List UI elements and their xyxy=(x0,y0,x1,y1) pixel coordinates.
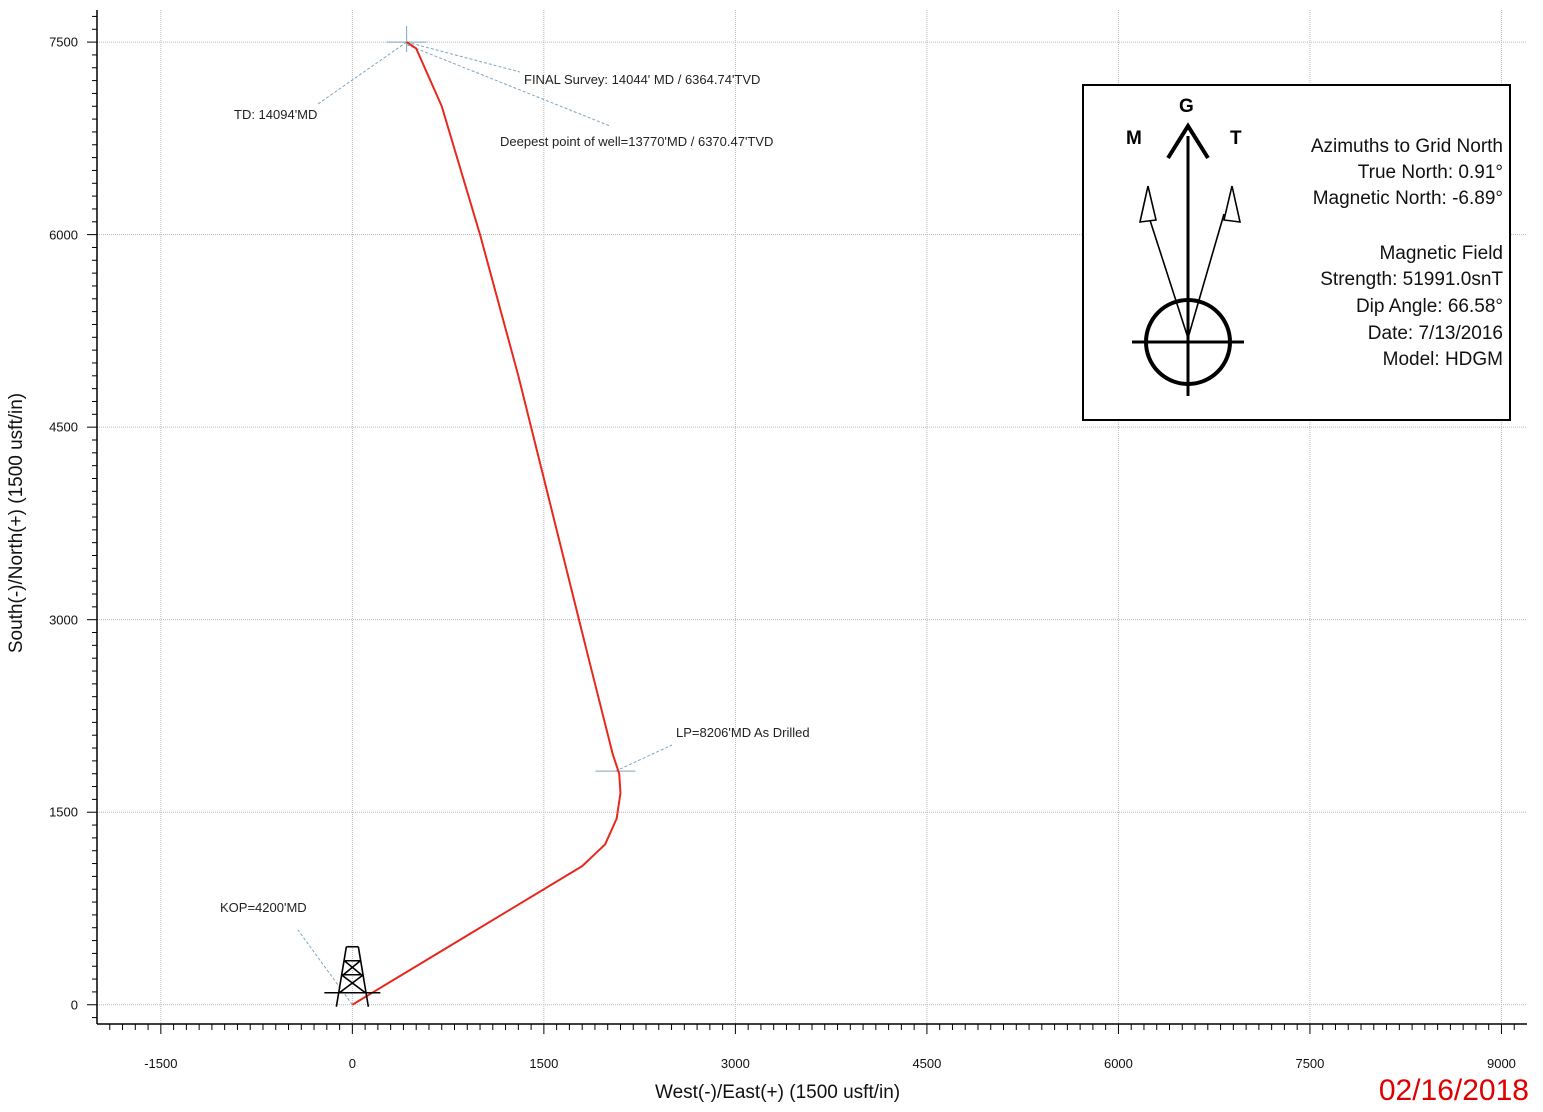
rig-icon-stroke xyxy=(340,974,366,994)
leader-td xyxy=(317,41,407,105)
y-tick-label: 1500 xyxy=(49,804,78,820)
leader-final-survey xyxy=(406,41,521,73)
legend-line-azimuths: Azimuths to Grid North xyxy=(1310,136,1503,157)
x-tick-label: 7500 xyxy=(1295,1056,1325,1071)
y-axis-label: South(-)/North(+) (1500 usft/in) xyxy=(6,392,27,654)
rig-icon-stroke xyxy=(342,960,361,976)
annotation-final-survey: FINAL Survey: 14044' MD / 6364.74'TVD xyxy=(524,72,761,87)
annotation-kop: KOP=4200'MD xyxy=(220,900,307,915)
y-tick-label: 6000 xyxy=(49,227,78,243)
legend-m-label: M xyxy=(1126,128,1142,149)
rig-icon-stroke xyxy=(357,946,370,1007)
x-axis-label: West(-)/East(+) (1500 usft/in) xyxy=(655,1082,901,1103)
annotation-deepest-point: Deepest point of well=13770'MD / 6370.47… xyxy=(500,134,774,149)
x-tick-label: 4500 xyxy=(912,1056,942,1071)
legend-t-label: T xyxy=(1230,128,1242,149)
axes xyxy=(87,10,1527,1034)
x-tick-label: 3000 xyxy=(720,1056,750,1071)
y-tick-label: 7500 xyxy=(49,34,78,50)
x-tick-label: -1500 xyxy=(144,1056,178,1071)
legend-g-label: G xyxy=(1179,96,1194,117)
annotation-lp: LP=8206'MD As Drilled xyxy=(676,725,810,740)
date-stamp: 02/16/2018 xyxy=(1378,1074,1529,1107)
legend-line-dip-angle: Dip Angle: 66.58° xyxy=(1355,296,1503,317)
x-tick-label: 0 xyxy=(348,1056,356,1071)
legend-line-date: Date: 7/13/2016 xyxy=(1367,323,1503,344)
leader-lp xyxy=(615,744,673,772)
legend-line-strength: Strength: 51991.0snT xyxy=(1320,269,1503,290)
x-tick-label: 6000 xyxy=(1103,1056,1133,1071)
north-arrow-icon xyxy=(1132,122,1244,396)
rig-icon-stroke xyxy=(338,974,364,994)
legend-line-magnetic-field: Magnetic Field xyxy=(1379,243,1503,264)
x-tick-label: 9000 xyxy=(1486,1056,1516,1071)
y-tick-label: 3000 xyxy=(49,612,78,628)
legend-line-model: Model: HDGM xyxy=(1382,349,1503,370)
rig-icon-stroke xyxy=(335,946,348,1007)
y-tick-label: 4500 xyxy=(49,419,78,435)
well-path-line xyxy=(351,41,622,1006)
x-tick-label: 1500 xyxy=(529,1056,559,1071)
rig-icon xyxy=(324,945,381,1007)
annotation-leaders xyxy=(297,26,673,1006)
legend-line-magnetic-north: Magnetic North: -6.89° xyxy=(1312,188,1503,209)
north-reference-legend: G M T Azimuths to Grid North True North:… xyxy=(1082,84,1511,421)
series-layer xyxy=(351,41,622,1006)
legend-line-true-north: True North: 0.91° xyxy=(1357,162,1503,183)
y-tick-label: 0 xyxy=(70,997,78,1013)
annotation-td: TD: 14094'MD xyxy=(234,107,318,122)
leader-deepest-point xyxy=(406,44,611,127)
